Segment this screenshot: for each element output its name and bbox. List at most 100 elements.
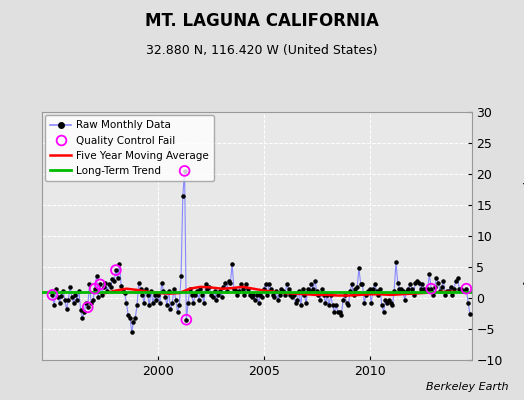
- Point: [457, 286, 465, 292]
- Point: [170, 286, 178, 292]
- Point: [439, 278, 447, 284]
- Point: [434, 279, 442, 286]
- Point: [103, 287, 111, 294]
- Point: [64, 297, 72, 303]
- Point: [129, 318, 138, 325]
- Point: [198, 292, 206, 298]
- Point: [185, 286, 194, 292]
- Point: [318, 286, 326, 292]
- Point: [448, 292, 456, 298]
- Point: [291, 300, 300, 306]
- Point: [158, 279, 166, 286]
- Point: [71, 292, 80, 298]
- Point: [221, 279, 230, 286]
- Point: [59, 287, 67, 294]
- Point: [307, 281, 315, 288]
- Point: [91, 286, 99, 292]
- Text: MT. LAGUNA CALIFORNIA: MT. LAGUNA CALIFORNIA: [145, 12, 379, 30]
- Point: [75, 287, 83, 294]
- Point: [100, 284, 108, 290]
- Point: [417, 286, 425, 292]
- Point: [390, 287, 398, 294]
- Point: [141, 286, 150, 292]
- Point: [253, 292, 261, 298]
- Point: [404, 286, 412, 292]
- Point: [233, 292, 242, 298]
- Point: [362, 292, 370, 298]
- Point: [320, 292, 328, 298]
- Point: [238, 286, 247, 292]
- Point: [166, 306, 174, 312]
- Point: [261, 281, 270, 288]
- Point: [332, 302, 340, 309]
- Point: [184, 300, 192, 306]
- Point: [302, 300, 310, 306]
- Point: [53, 294, 62, 300]
- Point: [126, 315, 134, 321]
- Point: [87, 300, 95, 306]
- Point: [281, 292, 289, 298]
- Point: [159, 287, 168, 294]
- Point: [395, 286, 403, 292]
- Point: [388, 302, 397, 309]
- Point: [339, 297, 347, 303]
- Point: [408, 286, 416, 292]
- Point: [200, 300, 208, 306]
- Point: [355, 265, 363, 272]
- Point: [370, 281, 379, 288]
- Point: [443, 287, 451, 294]
- Point: [358, 281, 367, 288]
- Point: [66, 284, 74, 290]
- Point: [244, 286, 252, 292]
- Point: [462, 286, 471, 292]
- Point: [369, 286, 377, 292]
- Point: [152, 297, 160, 303]
- Point: [431, 284, 439, 290]
- Point: [97, 292, 106, 298]
- Point: [193, 287, 201, 294]
- Point: [112, 267, 120, 273]
- Point: [365, 286, 374, 292]
- Point: [124, 312, 133, 318]
- Point: [171, 297, 180, 303]
- Point: [89, 297, 97, 303]
- Point: [316, 297, 324, 303]
- Point: [420, 286, 428, 292]
- Point: [48, 292, 57, 298]
- Point: [70, 300, 78, 306]
- Point: [144, 292, 152, 298]
- Point: [188, 292, 196, 298]
- Point: [92, 273, 101, 280]
- Y-axis label: Temperature Anomaly (°C): Temperature Anomaly (°C): [522, 157, 524, 315]
- Point: [337, 312, 345, 318]
- Point: [462, 286, 471, 292]
- Point: [57, 293, 66, 299]
- Legend: Raw Monthly Data, Quality Control Fail, Five Year Moving Average, Long-Term Tren: Raw Monthly Data, Quality Control Fail, …: [45, 115, 214, 181]
- Point: [309, 286, 318, 292]
- Point: [427, 286, 435, 292]
- Point: [140, 300, 148, 306]
- Point: [381, 297, 389, 303]
- Point: [432, 275, 441, 281]
- Point: [304, 286, 312, 292]
- Point: [429, 292, 437, 298]
- Point: [277, 286, 286, 292]
- Point: [438, 284, 446, 290]
- Point: [207, 292, 215, 298]
- Point: [297, 302, 305, 309]
- Point: [466, 310, 474, 317]
- Point: [311, 278, 319, 284]
- Point: [276, 292, 284, 298]
- Point: [214, 292, 222, 298]
- Point: [400, 297, 409, 303]
- Point: [241, 292, 249, 298]
- Point: [52, 286, 60, 292]
- Point: [180, 168, 189, 174]
- Point: [182, 316, 191, 323]
- Point: [112, 267, 120, 273]
- Point: [422, 287, 430, 294]
- Point: [458, 287, 467, 294]
- Point: [131, 315, 139, 321]
- Point: [406, 281, 414, 288]
- Point: [290, 292, 298, 298]
